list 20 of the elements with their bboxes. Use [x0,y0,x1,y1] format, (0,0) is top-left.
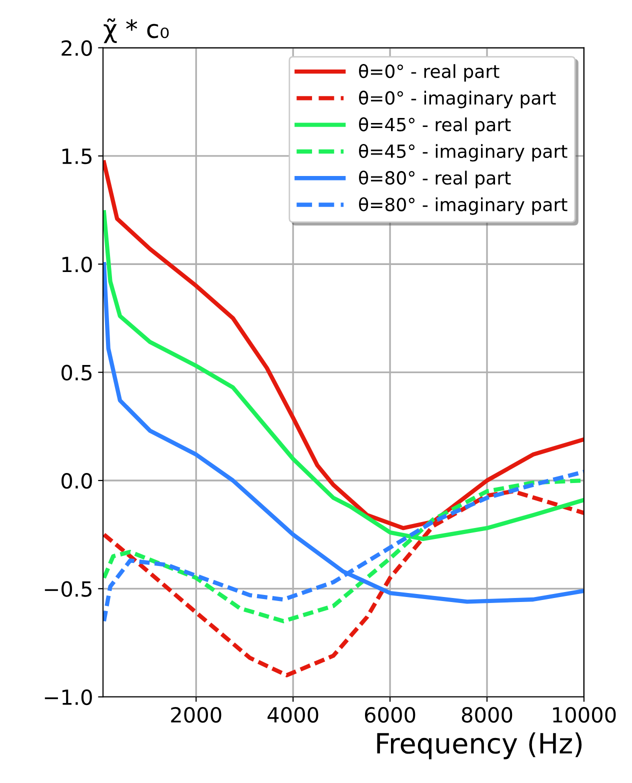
y-tick-label: 1.0 [62,256,92,272]
x-tick-label: 6000 [364,706,416,723]
legend-label: θ=45° - imaginary part [359,144,568,162]
y-axis-title: χ̃ * c₀ [104,18,169,44]
x-axis-title: Frequency (Hz) [377,732,582,760]
y-tick-label: 0.5 [62,364,92,381]
x-tick-label: 2000 [171,706,222,723]
legend-label: θ=80° - real part [359,170,511,188]
legend-label: θ=80° - imaginary part [359,197,568,215]
y-tick-label: −0.5 [44,581,92,597]
y-tick-label: 0.0 [62,472,92,489]
legend-label: θ=45° - real part [359,117,511,135]
x-tick-label: 4000 [268,706,318,723]
y-tick-label: −1.0 [44,689,92,706]
y-tick-label: 2.0 [62,40,92,56]
x-tick-label: 8000 [462,706,512,723]
legend-label: θ=0° - real part [359,64,500,82]
y-tick-label: 1.5 [62,148,92,164]
legend-label: θ=0° - imaginary part [359,90,556,108]
x-tick-label: 10000 [553,706,616,723]
